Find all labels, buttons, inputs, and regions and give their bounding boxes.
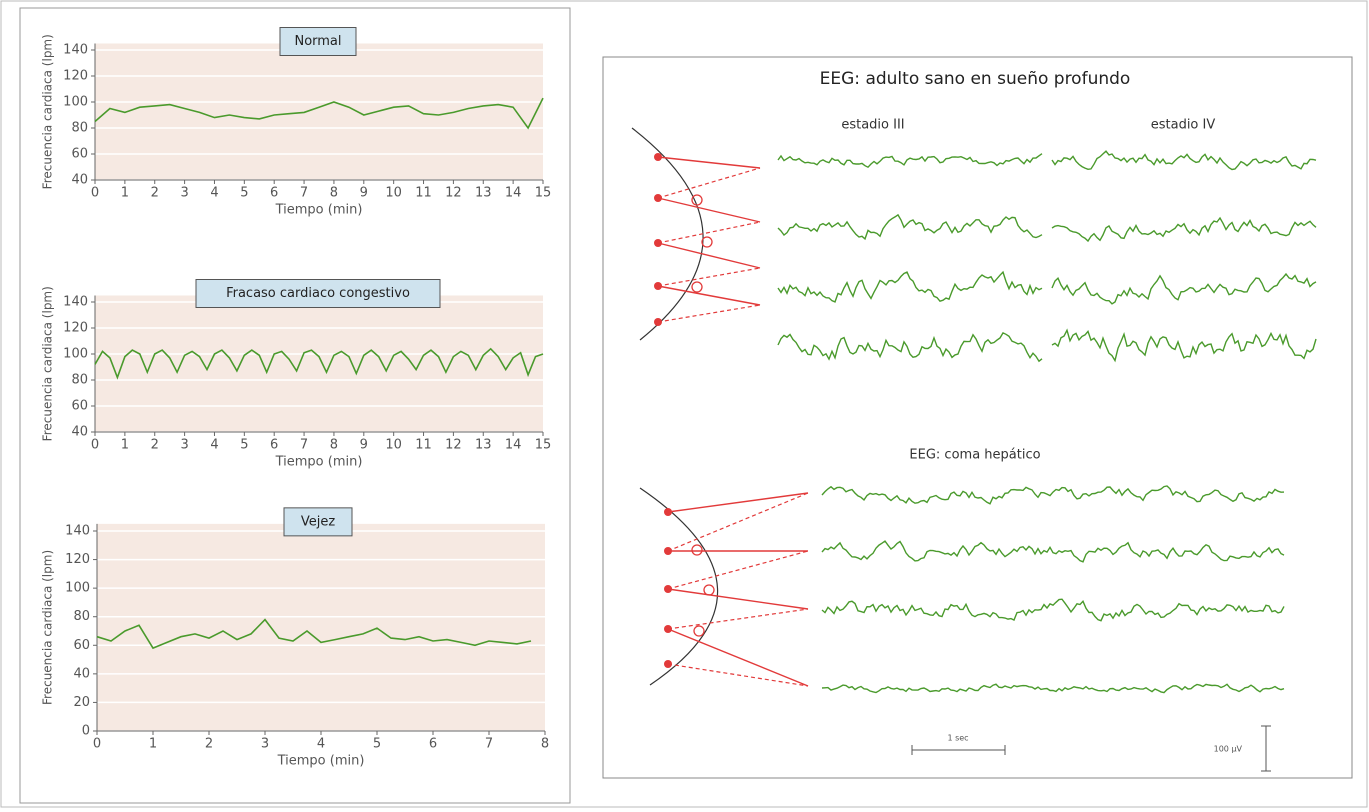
stage-label: estadio IV	[1151, 118, 1216, 133]
y-tick-label: 140	[63, 43, 88, 58]
x-tick-label: 7	[485, 737, 493, 752]
chart-title: Normal	[294, 34, 341, 49]
y-tick-label: 40	[71, 173, 88, 188]
x-tick-label: 6	[270, 186, 278, 201]
x-tick-label: 3	[180, 438, 188, 453]
voltage-scale-label: 100 µV	[1214, 745, 1243, 754]
x-tick-label: 0	[91, 438, 99, 453]
x-tick-label: 1	[121, 186, 129, 201]
x-tick-label: 3	[180, 186, 188, 201]
y-tick-label: 100	[63, 95, 88, 110]
y-tick-label: 80	[73, 609, 90, 624]
x-tick-label: 2	[151, 438, 159, 453]
x-tick-label: 5	[373, 737, 381, 752]
right-panel	[603, 57, 1352, 778]
y-axis-label: Frecuencia cardiaca (lpm)	[41, 34, 55, 189]
y-tick-label: 80	[71, 121, 88, 136]
x-axis-label: Tiempo (min)	[277, 754, 365, 769]
x-tick-label: 4	[210, 186, 218, 201]
y-tick-label: 60	[71, 399, 88, 414]
figure: EEG: adulto sano en sueño profundo estad…	[0, 0, 1369, 808]
x-tick-label: 4	[317, 737, 325, 752]
y-tick-label: 120	[65, 552, 90, 567]
y-tick-label: 60	[73, 638, 90, 653]
x-tick-label: 2	[151, 186, 159, 201]
x-tick-label: 5	[240, 438, 248, 453]
y-tick-label: 40	[71, 425, 88, 440]
x-tick-label: 5	[240, 186, 248, 201]
x-tick-label: 7	[300, 186, 308, 201]
x-tick-label: 6	[429, 737, 437, 752]
y-tick-label: 140	[63, 295, 88, 310]
time-scale-label: 1 sec	[947, 734, 968, 743]
x-tick-label: 9	[360, 438, 368, 453]
y-axis-label: Frecuencia cardiaca (lpm)	[41, 286, 55, 441]
eeg-title: EEG: adulto sano en sueño profundo	[820, 69, 1131, 89]
x-tick-label: 13	[475, 186, 492, 201]
x-tick-label: 10	[385, 438, 402, 453]
x-tick-label: 8	[330, 438, 338, 453]
y-axis-label: Frecuencia cardiaca (lpm)	[41, 550, 55, 705]
x-tick-label: 15	[535, 438, 552, 453]
page: {"chart_data": [ {"type": "line", "title…	[0, 0, 1369, 808]
y-tick-label: 60	[71, 147, 88, 162]
y-tick-label: 0	[82, 724, 90, 739]
x-tick-label: 2	[205, 737, 213, 752]
plot-area	[97, 524, 545, 731]
x-axis-label: Tiempo (min)	[275, 455, 363, 470]
x-tick-label: 9	[360, 186, 368, 201]
x-tick-label: 15	[535, 186, 552, 201]
y-tick-label: 120	[63, 321, 88, 336]
y-tick-label: 80	[71, 373, 88, 388]
x-tick-label: 0	[91, 186, 99, 201]
plot-area	[95, 44, 543, 181]
y-tick-label: 140	[65, 524, 90, 539]
x-tick-label: 1	[149, 737, 157, 752]
x-tick-label: 7	[300, 438, 308, 453]
x-tick-label: 13	[475, 438, 492, 453]
x-tick-label: 4	[210, 438, 218, 453]
x-tick-label: 8	[330, 186, 338, 201]
x-tick-label: 3	[261, 737, 269, 752]
x-tick-label: 0	[93, 737, 101, 752]
x-tick-label: 8	[541, 737, 549, 752]
stage-label: estadio III	[841, 118, 904, 133]
x-tick-label: 1	[121, 438, 129, 453]
x-tick-label: 10	[385, 186, 402, 201]
x-tick-label: 14	[505, 438, 522, 453]
chart-title: Fracaso cardiaco congestivo	[226, 286, 410, 301]
x-tick-label: 11	[415, 186, 432, 201]
coma-title: EEG: coma hepático	[909, 448, 1040, 463]
x-tick-label: 14	[505, 186, 522, 201]
x-axis-label: Tiempo (min)	[275, 203, 363, 218]
y-tick-label: 100	[63, 347, 88, 362]
y-tick-label: 100	[65, 581, 90, 596]
chart-title: Vejez	[301, 514, 335, 529]
y-tick-label: 120	[63, 69, 88, 84]
x-tick-label: 6	[270, 438, 278, 453]
y-tick-label: 20	[73, 695, 90, 710]
y-tick-label: 40	[73, 666, 90, 681]
x-tick-label: 12	[445, 186, 462, 201]
plot-area	[95, 296, 543, 433]
x-tick-label: 12	[445, 438, 462, 453]
x-tick-label: 11	[415, 438, 432, 453]
